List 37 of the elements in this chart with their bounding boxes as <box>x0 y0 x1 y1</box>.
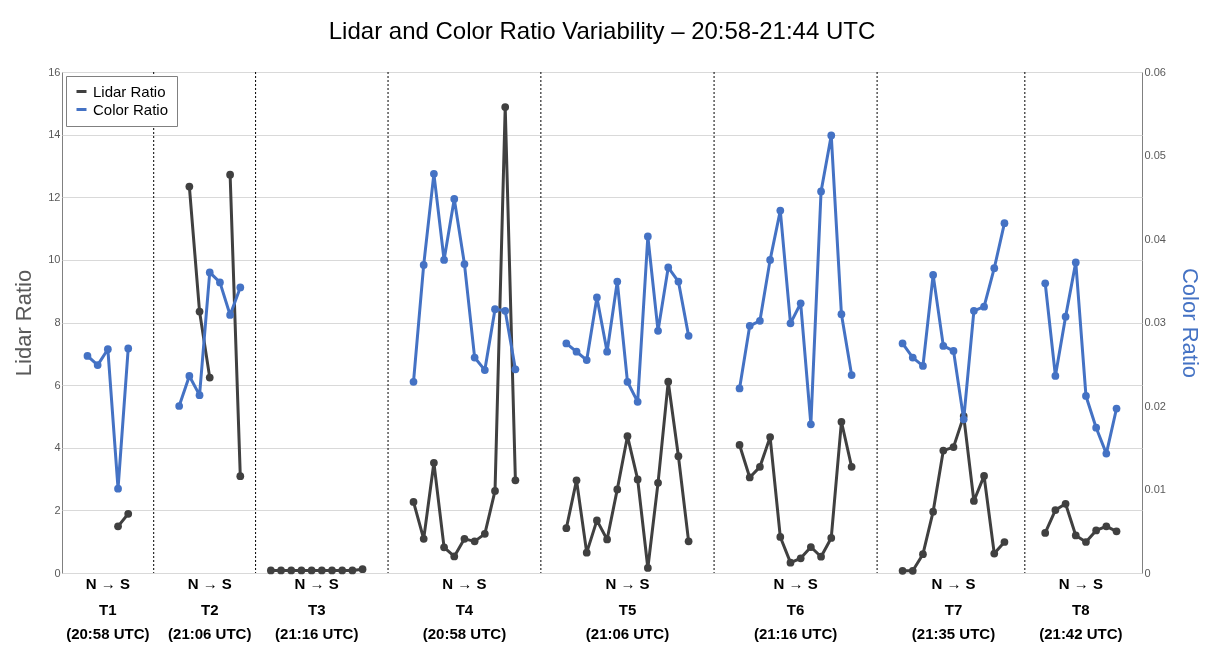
text: T4 (20:58 UTC) <box>422 601 507 642</box>
y2-axis-title: Color Ratio <box>1177 267 1203 379</box>
y-tick-label: 4 <box>54 441 61 454</box>
y2-tick-label: 0.03 <box>1144 316 1166 328</box>
text: T1 (20:58 UTC) <box>66 601 150 642</box>
text: N → S <box>931 575 976 592</box>
text: N → S <box>605 575 650 592</box>
y-tick-label: 16 <box>48 65 61 78</box>
y2-tick-label: 0.02 <box>1144 399 1166 412</box>
text: T6 (21:16 UTC) <box>753 601 838 642</box>
text: T3 (21:16 UTC) <box>275 601 359 642</box>
y-tick-label: 6 <box>54 378 61 391</box>
y-tick-label: 2 <box>54 503 61 516</box>
text: N → S <box>442 575 487 592</box>
text: T5 (21:06 UTC) <box>585 601 670 642</box>
y-tick-label: 0 <box>54 566 61 579</box>
y2-tick-label: 0 <box>1144 566 1151 579</box>
y2-tick-label: 0.04 <box>1144 232 1166 245</box>
y-tick-label: 10 <box>48 253 61 266</box>
text: N → S <box>187 575 232 592</box>
text: T7 (21:35 UTC) <box>911 601 996 642</box>
y2-tick-label: 0.05 <box>1144 149 1166 161</box>
legend-label: Lidar Ratio <box>93 82 166 100</box>
text: N → S <box>773 575 818 592</box>
y2-tick-label: 0.06 <box>1144 65 1166 78</box>
y-tick-label: 14 <box>48 128 61 141</box>
text: N → S <box>294 575 339 592</box>
y-tick-label: 8 <box>54 316 61 328</box>
y-tick-label: 12 <box>48 190 61 203</box>
text: T8 (21:42 UTC) <box>1039 601 1123 642</box>
text: T2 (21:06 UTC) <box>168 601 252 642</box>
y2-tick-label: 0.01 <box>1144 483 1166 495</box>
text: N → S <box>85 575 130 592</box>
text: N → S <box>1058 575 1103 592</box>
legend-label: Color Ratio <box>93 100 169 118</box>
y-axis-title: Lidar Ratio <box>11 269 37 377</box>
chart-title: Lidar and Color Ratio Variability – 20:58-21:44 UTC <box>328 17 876 44</box>
